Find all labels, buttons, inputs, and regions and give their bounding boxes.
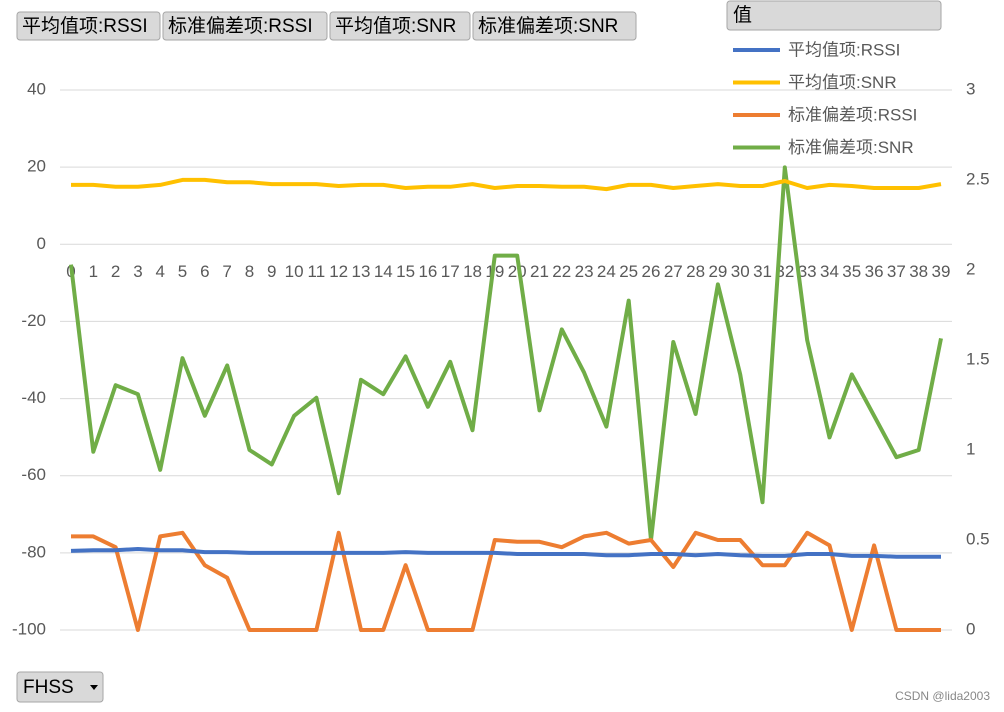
y-tick-label: -60 (21, 465, 46, 484)
y-tick-label: 40 (27, 79, 46, 98)
x-tick-label: 36 (865, 262, 884, 281)
x-tick-label: 35 (842, 262, 861, 281)
legend-label: 标准偏差项:RSSI (788, 105, 917, 124)
field-button-label: 平均值项:SNR (335, 15, 456, 37)
watermark: CSDN @lida2003 (895, 689, 990, 703)
x-tick-label: 12 (329, 262, 348, 281)
y2-tick-label: 2 (966, 259, 975, 278)
legend-label: 平均值项:RSSI (788, 40, 900, 59)
x-tick-label: 19 (485, 262, 504, 281)
y2-tick-label: 1.5 (966, 349, 990, 368)
legend-title: 值 (733, 4, 752, 26)
x-tick-label: 4 (155, 262, 164, 281)
x-tick-label: 13 (352, 262, 371, 281)
field-button-label: 标准偏差项:SNR (478, 15, 618, 37)
series-line (71, 530, 941, 632)
x-tick-label: 33 (798, 262, 817, 281)
y-tick-label: -40 (21, 388, 46, 407)
x-tick-label: 11 (308, 262, 326, 281)
field-button[interactable] (16, 11, 161, 41)
field-button[interactable] (329, 11, 471, 41)
x-tick-label: 15 (396, 262, 415, 281)
x-tick-label: 25 (619, 262, 638, 281)
filter-label: FHSS (23, 677, 74, 698)
lines (69, 165, 943, 632)
x-tick-label: 2 (111, 262, 120, 281)
x-tick-label: 5 (178, 262, 187, 281)
y2-tick-label: 2.5 (966, 169, 990, 188)
y-tick-label: 20 (27, 157, 46, 176)
y2-tick-label: 0.5 (966, 529, 990, 548)
y2-tick-label: 3 (966, 79, 975, 98)
x-tick-label: 16 (418, 262, 437, 281)
series-line (70, 547, 941, 559)
y2-tick-label: 0 (966, 619, 975, 638)
x-tick-label: 30 (731, 262, 750, 281)
x-tick-label: 29 (708, 262, 727, 281)
y2-tick-label: 1 (966, 439, 975, 458)
x-tick-label: 31 (753, 262, 772, 281)
x-tick-label: 28 (686, 262, 705, 281)
x-tick-label: 17 (441, 262, 460, 281)
x-tick-label: 10 (285, 262, 304, 281)
x-tick-label: 9 (267, 262, 276, 281)
x-tick-label: 14 (374, 262, 393, 281)
field-button[interactable] (162, 11, 328, 41)
x-tick-label: 26 (642, 262, 661, 281)
x-tick-label: 3 (133, 262, 142, 281)
series-line (71, 177, 942, 192)
dropdown-arrow (90, 685, 98, 690)
field-button-label: 标准偏差项:RSSI (168, 15, 313, 37)
y-tick-label: -80 (21, 542, 46, 561)
series-line (69, 165, 943, 542)
x-tick-label: 24 (597, 262, 616, 281)
y-tick-label: 0 (37, 234, 46, 253)
field-button[interactable] (472, 11, 637, 41)
field-buttons: 平均值项:RSSI 标准偏差项:RSSI 平均值项:SNR 标准偏差项:SNR (16, 11, 637, 41)
y-tick-label: -20 (21, 311, 46, 330)
x-tick-label: 21 (530, 262, 549, 281)
x-tick-label: 37 (887, 262, 906, 281)
x-tick-label: 18 (463, 262, 482, 281)
x-tick-label: 23 (575, 262, 594, 281)
legend-label: 平均值项:SNR (788, 73, 897, 92)
x-tick-label: 34 (820, 262, 839, 281)
x-tick-label: 7 (222, 262, 231, 281)
y-tick-label: -100 (12, 619, 46, 638)
x-tick-label: 38 (909, 262, 928, 281)
field-button-label: 平均值项:RSSI (22, 15, 148, 37)
x-tick-label: 6 (200, 262, 209, 281)
x-tick-label: 39 (932, 262, 951, 281)
x-tick-label: 27 (664, 262, 683, 281)
x-tick-label: 22 (552, 262, 571, 281)
legend-title-button[interactable] (726, 0, 942, 31)
x-tick-label: 1 (89, 262, 98, 281)
filter-button[interactable] (16, 671, 104, 703)
legend: 值 平均值项:RSSI 平均值项:SNR 标准偏差项:RSSI 标准偏差项:SNR (726, 0, 942, 157)
x-tick-label: 8 (245, 262, 254, 281)
legend-label: 标准偏差项:SNR (788, 138, 914, 157)
